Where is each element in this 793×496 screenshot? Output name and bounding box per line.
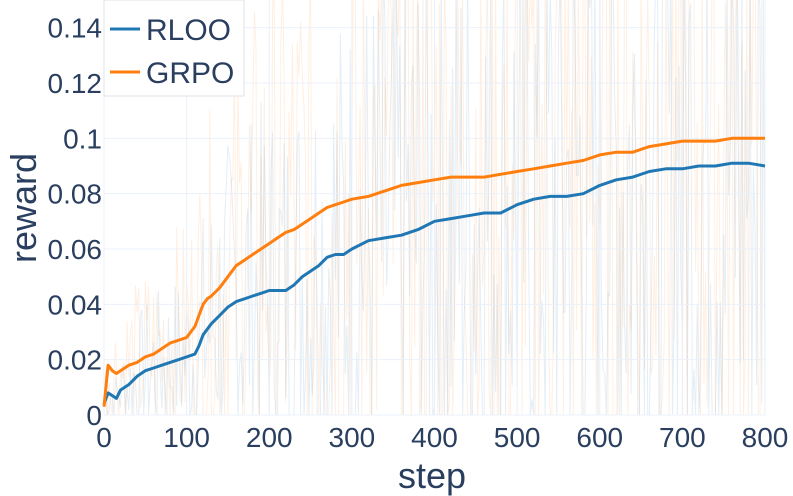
x-tick-label: 700 [659, 422, 706, 453]
legend: RLOO GRPO [103, 0, 245, 97]
y-axis-title: reward [3, 153, 44, 263]
y-tick-label: 0.14 [48, 13, 103, 44]
y-tick-label: 0.06 [48, 234, 103, 265]
y-tick-label: 0 [86, 400, 102, 431]
x-axis-title: step [398, 455, 466, 496]
series-line-rloo [102, 161, 766, 405]
y-tick-label: 0.04 [48, 289, 103, 320]
x-tick-label: 600 [576, 422, 623, 453]
legend-label-rloo: RLOO [146, 14, 231, 47]
x-tick-label: 500 [494, 422, 541, 453]
x-tick-label: 300 [329, 422, 376, 453]
legend-label-grpo: GRPO [146, 57, 234, 90]
series-line-grpo [102, 136, 765, 407]
y-tick-label: 0.08 [48, 179, 103, 210]
x-tick-label: 0 [96, 422, 112, 453]
x-tick-label: 100 [163, 422, 210, 453]
series-lines [102, 136, 766, 407]
y-tick-label: 0.1 [63, 123, 102, 154]
x-tick-label: 800 [742, 422, 789, 453]
y-tick-label: 0.12 [48, 68, 103, 99]
x-tick-label: 200 [246, 422, 293, 453]
y-tick-label: 0.02 [48, 345, 103, 376]
legend-box [103, 0, 245, 97]
tick-labels: 0 100 200 300 400 500 600 700 800 0 0.02 0.04 0.06 0.… [48, 13, 789, 453]
x-tick-label: 400 [411, 422, 458, 453]
